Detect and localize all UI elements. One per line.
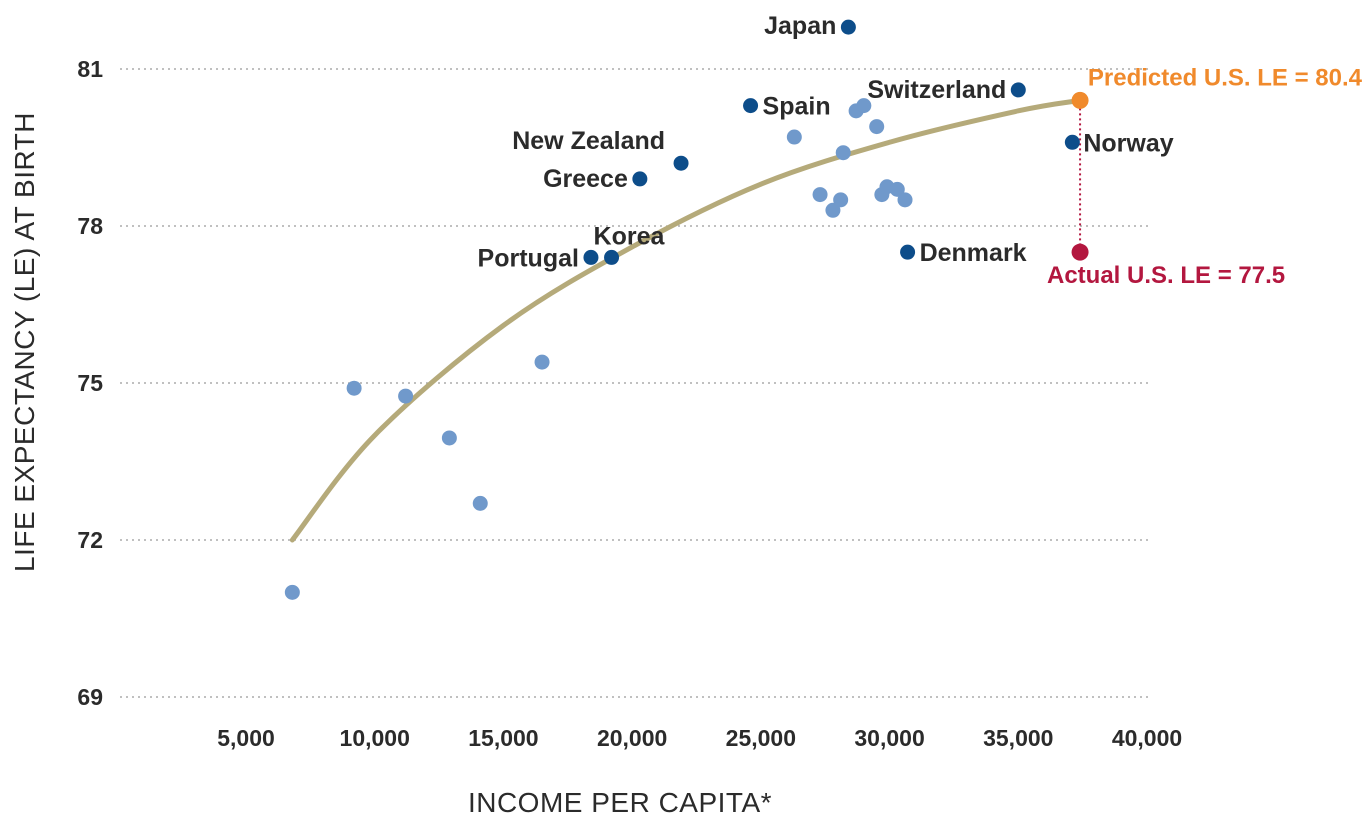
x-tick-label: 20,000 bbox=[597, 725, 667, 751]
data-point bbox=[897, 192, 913, 208]
x-tick-label: 25,000 bbox=[726, 725, 796, 751]
country-labels: Japan Switzerland Spain New Zealand Greece No… bbox=[478, 12, 1174, 272]
x-tick-label: 5,000 bbox=[217, 725, 275, 751]
data-point bbox=[835, 145, 851, 161]
data-point bbox=[833, 192, 849, 208]
data-point-korea bbox=[604, 249, 620, 265]
y-axis-title: LIFE EXPECTANCY (LE) AT BIRTH bbox=[9, 112, 40, 572]
y-axis-ticks: 81 78 75 72 69 bbox=[77, 56, 103, 710]
actual-us-point bbox=[1071, 243, 1089, 261]
y-tick-label: 81 bbox=[77, 56, 103, 82]
y-tick-label: 72 bbox=[77, 527, 103, 553]
label-japan: Japan bbox=[764, 12, 836, 40]
data-point bbox=[825, 202, 841, 218]
data-point bbox=[856, 98, 872, 114]
predicted-us-point bbox=[1071, 91, 1089, 109]
data-point-portugal bbox=[583, 249, 599, 265]
data-point-japan bbox=[840, 19, 856, 35]
data-point bbox=[534, 354, 550, 370]
data-points bbox=[284, 19, 1080, 600]
data-point bbox=[284, 584, 300, 600]
data-point bbox=[869, 119, 885, 135]
x-tick-label: 30,000 bbox=[854, 725, 924, 751]
label-norway: Norway bbox=[1083, 129, 1173, 157]
data-point bbox=[398, 388, 414, 404]
data-point-denmark bbox=[900, 244, 916, 260]
trend-line bbox=[289, 97, 1083, 543]
us-annotations: Predicted U.S. LE = 80.4 Actual U.S. LE =… bbox=[1047, 64, 1363, 289]
data-point bbox=[812, 187, 828, 203]
data-point-greece bbox=[632, 171, 648, 187]
y-tick-label: 78 bbox=[77, 213, 103, 239]
label-switzerland: Switzerland bbox=[867, 76, 1006, 104]
label-greece: Greece bbox=[543, 165, 628, 193]
data-point-switzerland bbox=[1010, 82, 1026, 98]
label-portugal: Portugal bbox=[478, 244, 579, 272]
label-new-zealand: New Zealand bbox=[512, 127, 665, 155]
actual-us-label: Actual U.S. LE = 77.5 bbox=[1047, 262, 1285, 289]
x-axis-ticks: 5,000 10,000 15,000 20,000 25,000 30,000 35,00… bbox=[217, 725, 1182, 751]
data-point bbox=[786, 129, 802, 145]
data-point-norway bbox=[1064, 134, 1080, 150]
y-tick-label: 69 bbox=[77, 684, 103, 710]
x-axis-title: INCOME PER CAPITA* bbox=[468, 787, 772, 816]
data-point bbox=[441, 430, 457, 446]
x-tick-label: 40,000 bbox=[1112, 725, 1182, 751]
label-denmark: Denmark bbox=[920, 239, 1027, 267]
data-point bbox=[889, 181, 905, 197]
gridlines bbox=[120, 68, 1152, 698]
x-tick-label: 35,000 bbox=[983, 725, 1053, 751]
data-point bbox=[346, 380, 362, 396]
y-tick-label: 75 bbox=[77, 370, 103, 396]
x-tick-label: 15,000 bbox=[468, 725, 538, 751]
data-point-spain bbox=[743, 98, 759, 114]
label-spain: Spain bbox=[763, 93, 831, 121]
predicted-us-label: Predicted U.S. LE = 80.4 bbox=[1088, 64, 1363, 91]
trend-line-group bbox=[289, 97, 1083, 543]
label-korea: Korea bbox=[594, 222, 666, 250]
data-point-new-zealand bbox=[673, 155, 689, 171]
data-point bbox=[472, 495, 488, 511]
x-tick-label: 10,000 bbox=[340, 725, 410, 751]
